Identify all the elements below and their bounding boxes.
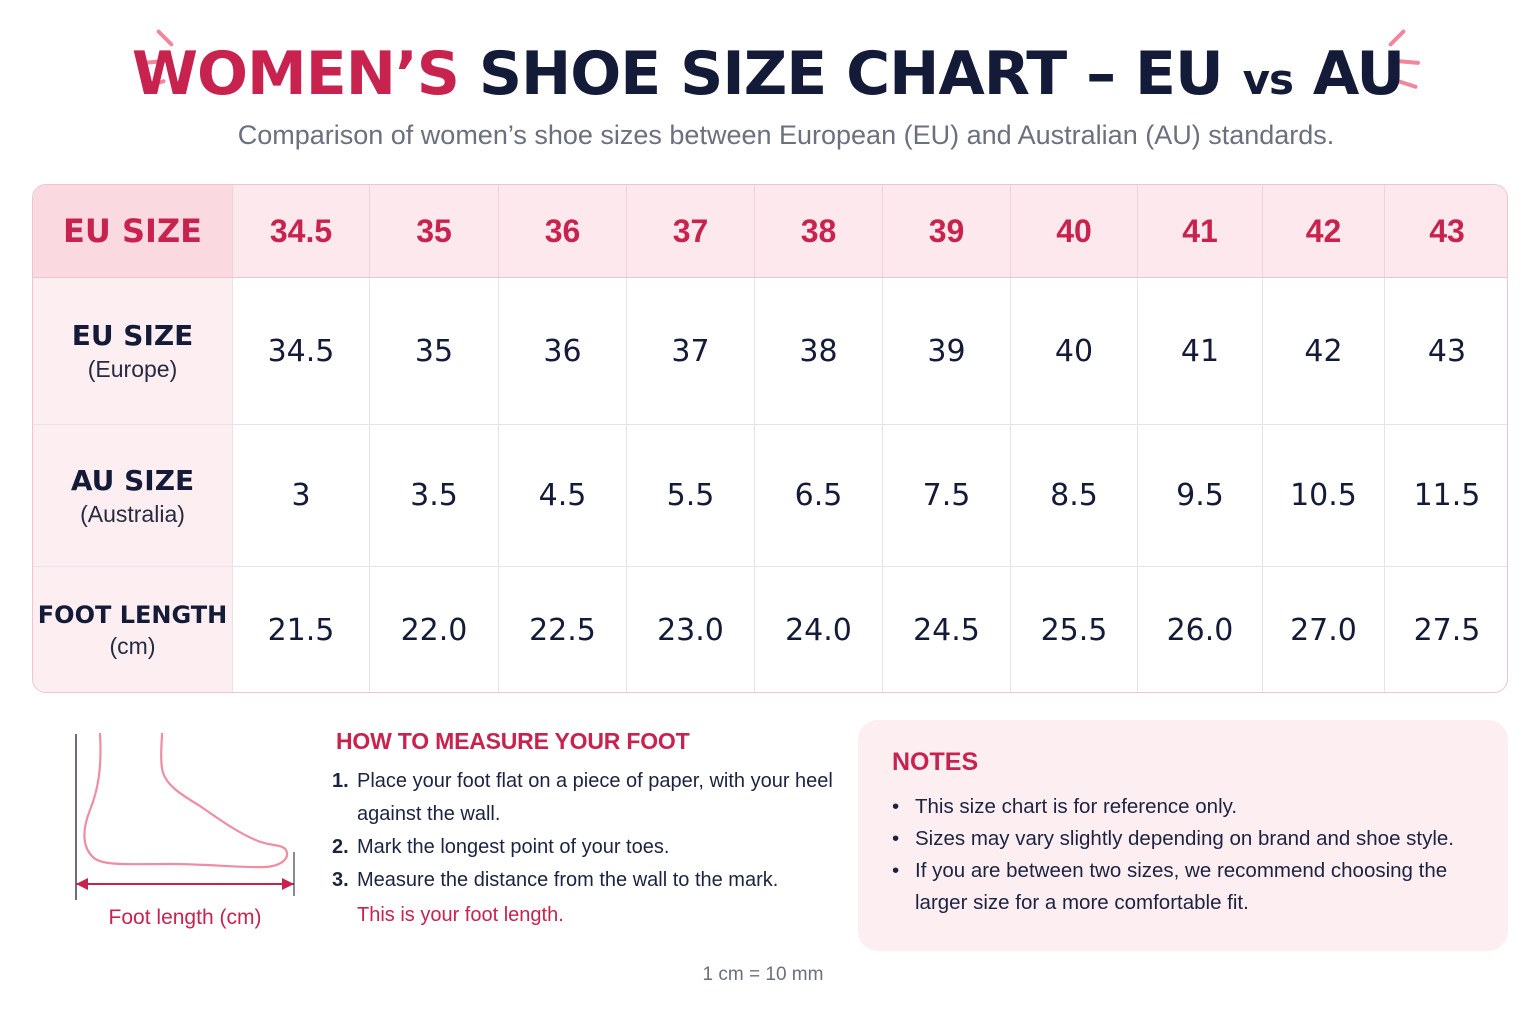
size-chart-table: EU SIZE 34.5 35 36 37 38 39 40 41 42 43 EU SIZE (Eu…: [32, 184, 1508, 693]
foot-length-caption: Foot length (cm): [108, 906, 262, 929]
header-size-cell: 38: [755, 185, 883, 277]
step-number: 1.: [332, 770, 349, 792]
measure-step: 3. Measure the distance from the wall to …: [332, 864, 852, 897]
measure-final-note: This is your foot length.: [357, 904, 564, 926]
header-size-cell: 42: [1263, 185, 1385, 277]
note-item: Sizes may vary slightly depending on bra…: [892, 823, 1474, 855]
header-size-cell: 35: [370, 185, 499, 277]
table-cell: 4.5: [499, 425, 627, 566]
header-size-cell: 40: [1011, 185, 1138, 277]
title-shoe-size-chart: SHOE SIZE CHART – EU: [478, 39, 1224, 109]
table-cell: 9.5: [1138, 425, 1263, 566]
measure-step: 1. Place your foot flat on a piece of pap…: [332, 765, 852, 831]
row-sublabel: (Europe): [87, 356, 178, 382]
table-row-au: AU SIZE (Australia) 3 3.5 4.5 5.5 6.5 7.5 8.5 9.5…: [33, 425, 1507, 567]
table-cell: 39: [883, 278, 1011, 424]
step-number: 2.: [332, 836, 349, 858]
page-subtitle: Comparison of women’s shoe sizes between…: [237, 120, 1335, 150]
title-au: AU: [1312, 39, 1405, 109]
header-size-cell: 37: [627, 185, 755, 277]
table-cell: 11.5: [1413, 478, 1481, 513]
step-text: Mark the longest point of your toes.: [357, 836, 670, 858]
table-cell: 8.5: [1011, 425, 1138, 566]
table-cell: 24.0: [755, 567, 883, 692]
row-label-cell: FOOT LENGTH (cm): [33, 567, 233, 692]
step-text: Place your foot flat on a piece of paper…: [357, 770, 833, 825]
table-cell: 26.0: [1138, 567, 1263, 692]
row-label: EU SIZE: [71, 319, 194, 352]
header-size-cell: 39: [883, 185, 1011, 277]
table-cell: 22.5: [499, 567, 627, 692]
row-label: FOOT LENGTH: [37, 601, 228, 629]
table-cell: 43: [1427, 333, 1467, 369]
measure-title: HOW TO MEASURE YOUR FOOT: [336, 728, 690, 754]
measure-step: 2. Mark the longest point of your toes.: [332, 831, 852, 864]
table-cell: 41: [1138, 278, 1263, 424]
table-cell: 38: [755, 278, 883, 424]
table-cell: 24.5: [883, 567, 1011, 692]
table-cell: 6.5: [755, 425, 883, 566]
table-cell: 3.5: [370, 425, 499, 566]
table-cell: 25.5: [1011, 567, 1138, 692]
step-number: 3.: [332, 869, 349, 891]
table-cell: 37: [627, 278, 755, 424]
notes-list: This size chart is for reference only.Si…: [892, 791, 1474, 919]
row-sublabel: (Australia): [80, 500, 185, 527]
table-cell: 40: [1011, 278, 1138, 424]
header-label-cell: EU SIZE: [33, 185, 233, 277]
measure-steps: 1. Place your foot flat on a piece of pap…: [332, 765, 852, 897]
header-size-cell: 41: [1138, 185, 1263, 277]
table-cell: 27.0: [1263, 567, 1385, 692]
page-title: WOMEN’S SHOE SIZE CHART – EU vs AU: [0, 38, 1536, 116]
table-cell: 36: [499, 278, 627, 424]
header-size-cell: 34.5: [233, 185, 370, 277]
table-row-eu: EU SIZE (Europe) 34.5 35 36 37 38 39 40 41 42 43: [33, 278, 1507, 425]
title-vs: vs: [1242, 55, 1294, 104]
row-label: AU SIZE: [70, 463, 195, 497]
header-size-cell: 43: [1429, 212, 1465, 249]
unit-footnote: 1 cm = 10 mm: [702, 964, 824, 985]
row-sublabel: (cm): [109, 633, 156, 659]
table-row-foot-length: FOOT LENGTH (cm) 21.5 22.0 22.5 23.0 24.0 24.5 2…: [33, 567, 1507, 692]
foot-outline-icon: [75, 732, 295, 900]
title-women: WOMEN’S: [131, 39, 460, 109]
table-cell: 21.5: [233, 567, 370, 692]
step-text: Measure the distance from the wall to th…: [357, 869, 779, 891]
table-cell: 22.0: [370, 567, 499, 692]
notes-title: NOTES: [892, 748, 979, 776]
table-cell: 42: [1263, 278, 1385, 424]
row-label-cell: EU SIZE (Europe): [33, 278, 233, 424]
table-cell: 23.0: [627, 567, 755, 692]
table-cell: 7.5: [883, 425, 1011, 566]
table-cell: 3: [233, 425, 370, 566]
table-cell: 10.5: [1263, 425, 1385, 566]
note-item: If you are between two sizes, we recomme…: [892, 855, 1474, 919]
table-header-row: EU SIZE 34.5 35 36 37 38 39 40 41 42 43: [33, 185, 1507, 278]
table-cell: 5.5: [627, 425, 755, 566]
row-label-cell: AU SIZE (Australia): [33, 425, 233, 566]
table-cell: 35: [370, 278, 499, 424]
table-cell: 27.5: [1413, 613, 1481, 648]
note-item: This size chart is for reference only.: [892, 791, 1474, 823]
measure-instructions: HOW TO MEASURE YOUR FOOT 1. Place your fo…: [332, 728, 852, 933]
table-cell: 34.5: [233, 278, 370, 424]
notes-panel: NOTES This size chart is for reference o…: [858, 720, 1508, 951]
header-size-cell: 36: [499, 185, 627, 277]
